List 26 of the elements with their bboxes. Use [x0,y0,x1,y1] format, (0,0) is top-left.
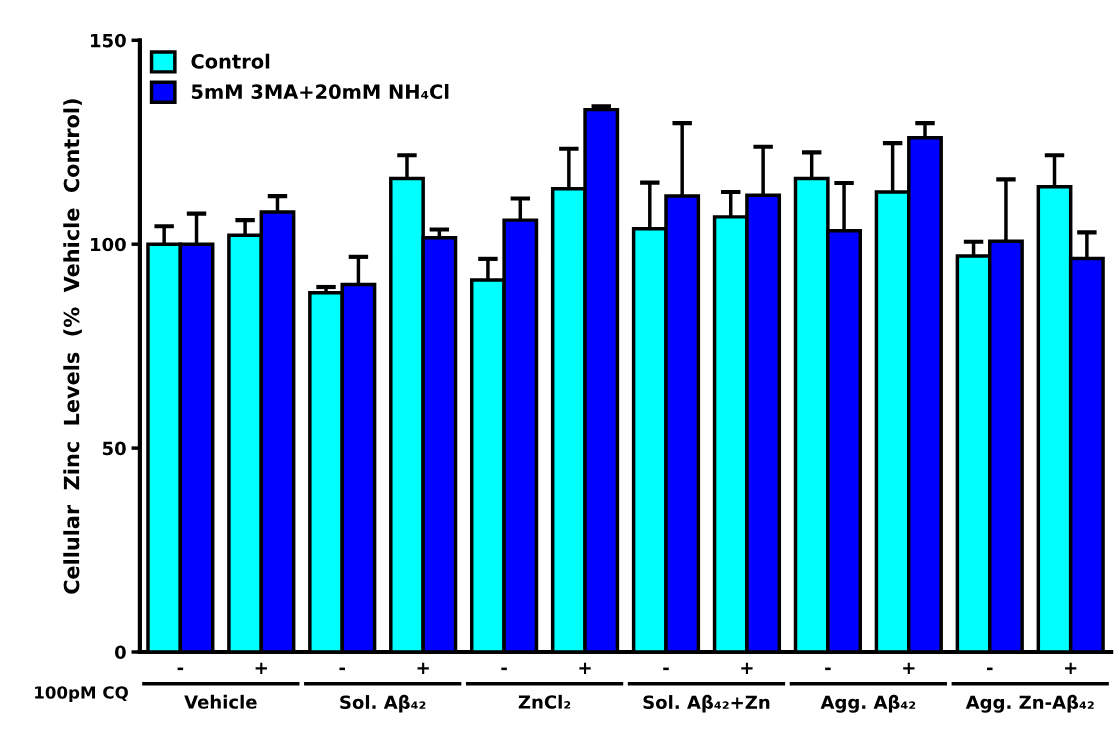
x-tick-label: + [741,662,753,675]
x-tick-label: + [417,662,429,675]
text: Agg. Aβ₄₂ [820,694,916,713]
x-tick-label: - [663,667,669,671]
legend-label: 5mM 3MA+20mM NH₄Cl [191,84,449,100]
text: 100pM CQ [35,686,128,702]
x-tick-label: - [986,667,993,671]
y-tick-label: 100 [91,237,126,252]
x-tick-label: + [579,662,591,675]
y-axis-title: Cellular Zinc Levels (% Vehicle Control) [63,99,82,594]
y-tick-label: 0 [114,645,126,660]
x-tick-label: - [501,667,507,671]
y-tick-label: 50 [102,441,126,456]
text: Sol. Aβ₄₂+Zn [643,694,770,713]
text: Sol. Aβ₄₂ [340,694,426,713]
x-tick-label: + [1065,662,1077,675]
x-tick-label: - [177,667,184,671]
x-tick-label: + [903,662,915,675]
text: ZnCl₂ [518,694,571,709]
text: Vehicle [184,694,257,709]
y-tick-label: 150 [91,33,126,48]
x-tick-label: - [339,667,345,671]
x-tick-label: + [255,662,267,675]
text: Agg. Zn-Aβ₄₂ [965,694,1094,713]
x-tick-label: - [825,667,831,671]
legend-label: Control [191,53,270,69]
